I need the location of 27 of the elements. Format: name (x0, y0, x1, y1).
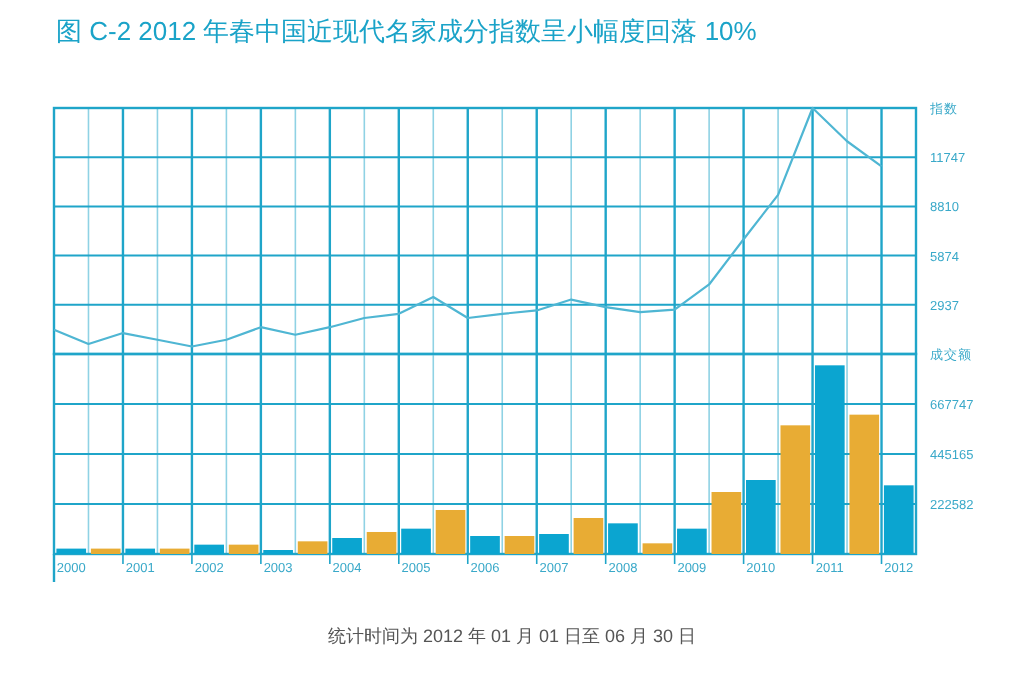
bar (125, 548, 156, 554)
bar (780, 425, 811, 554)
bar (401, 528, 431, 554)
bar (677, 528, 707, 554)
bar (332, 538, 362, 554)
bar (366, 531, 397, 554)
bar (297, 541, 328, 554)
bar (608, 523, 638, 554)
bar (849, 414, 880, 554)
bar (56, 548, 87, 554)
bar (883, 485, 914, 554)
bar (573, 517, 604, 554)
bar (711, 492, 742, 554)
bar (504, 536, 535, 554)
text: 统计时间为 2012 年 01 月 01 日至 06 月 30 日 (327, 626, 697, 646)
bar (194, 544, 224, 554)
bar (228, 544, 259, 554)
bar (90, 548, 121, 554)
bar (746, 480, 776, 554)
bar (435, 509, 466, 554)
bar (814, 365, 845, 554)
line-series (52, 106, 883, 348)
bar (470, 536, 500, 554)
bar (642, 543, 673, 554)
bar (539, 534, 569, 554)
chart-title: 图 C-2 2012 年春中国近现代名家成分指数呈小幅度回落 10% (56, 16, 758, 46)
bar (159, 548, 190, 554)
